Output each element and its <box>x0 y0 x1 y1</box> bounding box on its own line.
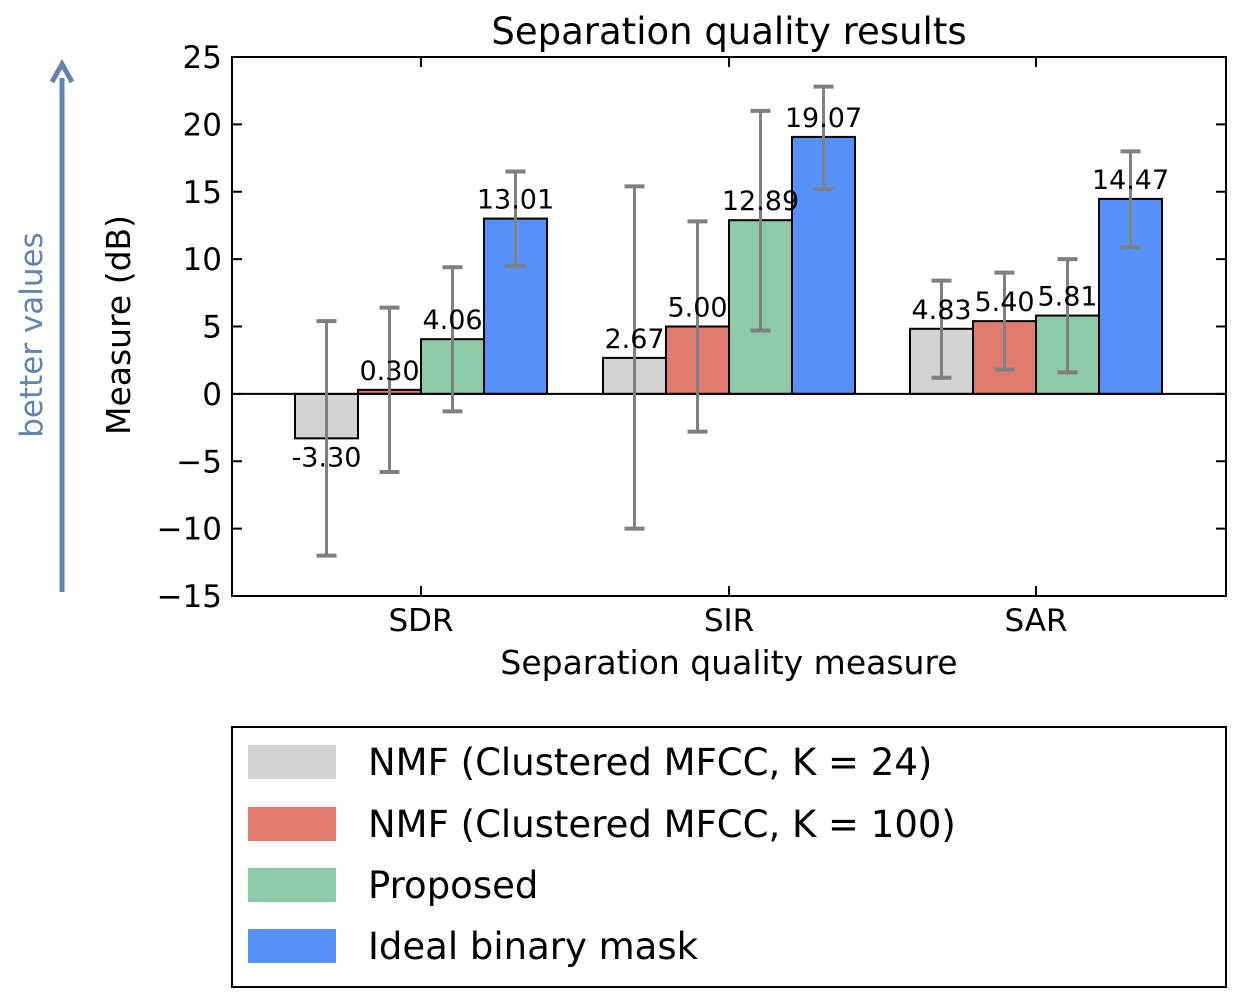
bar-value-label: 4.06 <box>422 305 482 336</box>
legend-label: Ideal binary mask <box>368 925 699 968</box>
chart-title: Separation quality results <box>491 10 966 53</box>
bar-value-label: -3.30 <box>292 442 362 473</box>
bar-value-label: 2.67 <box>604 324 664 355</box>
legend-swatch <box>248 929 336 963</box>
y-tick-label: −15 <box>157 579 222 615</box>
y-tick-label: 5 <box>202 310 222 346</box>
bar-value-label: 5.40 <box>974 287 1034 318</box>
y-tick-label: 20 <box>183 107 222 143</box>
y-tick-label: 25 <box>183 40 222 76</box>
x-tick-label: SAR <box>1005 603 1068 639</box>
bar-value-label: 13.01 <box>477 185 554 216</box>
bar-value-label: 0.30 <box>359 356 419 387</box>
legend: NMF (Clustered MFCC, K = 24) NMF (Cluster… <box>231 726 1227 988</box>
x-axis-label: Separation quality measure <box>500 643 957 682</box>
bar-value-label: 12.89 <box>722 186 799 217</box>
legend-swatch <box>248 807 336 841</box>
legend-label: NMF (Clustered MFCC, K = 24) <box>368 741 932 784</box>
bar-value-label: 14.47 <box>1092 165 1169 196</box>
y-tick-label: 15 <box>183 175 222 211</box>
legend-swatch <box>248 868 336 902</box>
legend-label: Proposed <box>368 864 538 907</box>
bar-value-label: 5.00 <box>667 293 727 324</box>
y-tick-label: 10 <box>183 242 222 278</box>
y-tick-label: −10 <box>157 512 222 548</box>
x-tick-label: SIR <box>704 603 754 639</box>
bar-value-label: 5.81 <box>1037 282 1097 313</box>
y-axis-label: Measure (dB) <box>99 215 138 435</box>
plot-frame <box>231 56 1227 597</box>
legend-frame <box>231 726 1227 988</box>
bar-value-label: 4.83 <box>911 295 971 326</box>
better-values-label: better values <box>14 232 50 438</box>
x-tick-label: SDR <box>388 603 453 639</box>
bar-value-label: 19.07 <box>785 103 862 134</box>
y-tick-label: 0 <box>202 377 222 413</box>
legend-label: NMF (Clustered MFCC, K = 100) <box>368 803 956 846</box>
y-tick-label: −5 <box>176 444 222 480</box>
better-values-arrow-head <box>49 58 75 84</box>
legend-swatch <box>248 745 336 779</box>
